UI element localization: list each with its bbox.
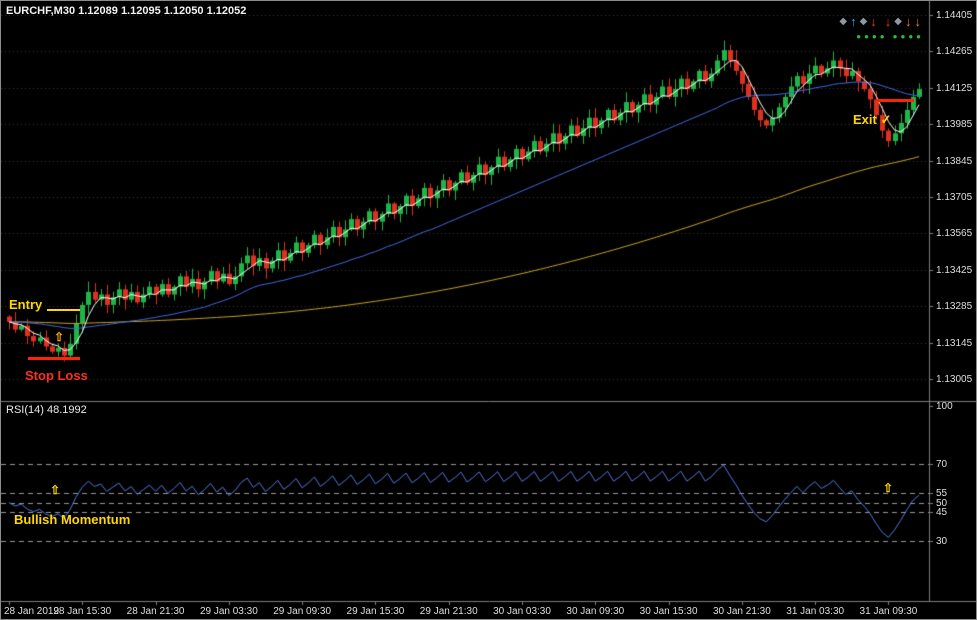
rsi-axis-label: 45 bbox=[936, 507, 948, 519]
time-axis-label: 30 Jan 03:30 bbox=[493, 606, 551, 617]
time-axis-label: 29 Jan 09:30 bbox=[273, 606, 332, 617]
time-axis-label: 30 Jan 09:30 bbox=[566, 606, 625, 617]
price-axis[interactable]: 1.14405 1.14265 1.14125 1.13985 1.13845 1.137… bbox=[931, 1, 976, 401]
time-axis-label: 29 Jan 21:30 bbox=[419, 606, 478, 617]
time-axis-label: 28 Jan 15:30 bbox=[53, 606, 112, 617]
time-axis-label: 30 Jan 15:30 bbox=[639, 606, 698, 617]
price-axis-label: 1.13705 bbox=[936, 192, 973, 203]
time-axis-label: 29 Jan 15:30 bbox=[346, 606, 405, 617]
price-axis-label: 1.14125 bbox=[936, 82, 973, 94]
time-axis-label: 31 Jan 09:30 bbox=[859, 606, 918, 617]
price-axis-label: 1.13845 bbox=[936, 155, 973, 167]
price-axis-label: 1.13985 bbox=[936, 119, 973, 131]
time-axis-label: 29 Jan 03:30 bbox=[199, 606, 258, 617]
rsi-axis-label: 70 bbox=[936, 459, 948, 470]
rsi-axis-label: 30 bbox=[936, 536, 948, 547]
price-axis-label: 1.14265 bbox=[936, 46, 973, 58]
rsi-axis-label: 50 bbox=[936, 497, 948, 509]
price-axis-label: 1.13425 bbox=[936, 264, 973, 276]
rsi-axis-label: 100 bbox=[936, 401, 953, 413]
price-axis-label: 1.13285 bbox=[936, 301, 973, 313]
rsi-axis[interactable]: 100 70 55 50 45 30 bbox=[931, 401, 976, 601]
price-axis-label: 1.13565 bbox=[936, 228, 973, 240]
time-axis-label: 28 Jan 21:30 bbox=[126, 606, 185, 617]
price-axis-label: 1.14405 bbox=[936, 10, 973, 21]
rsi-axis-label: 55 bbox=[936, 487, 948, 499]
time-axis-label: 30 Jan 21:30 bbox=[712, 606, 771, 617]
time-axis-label: 28 Jan 2019 bbox=[4, 606, 60, 617]
time-axis[interactable]: 28 Jan 2019 28 Jan 15:30 28 Jan 21:30 29 Ja… bbox=[1, 604, 976, 619]
price-axis-label: 1.13005 bbox=[936, 374, 973, 385]
time-axis-label: 31 Jan 03:30 bbox=[786, 606, 845, 617]
price-axis-label: 1.13145 bbox=[936, 337, 973, 349]
